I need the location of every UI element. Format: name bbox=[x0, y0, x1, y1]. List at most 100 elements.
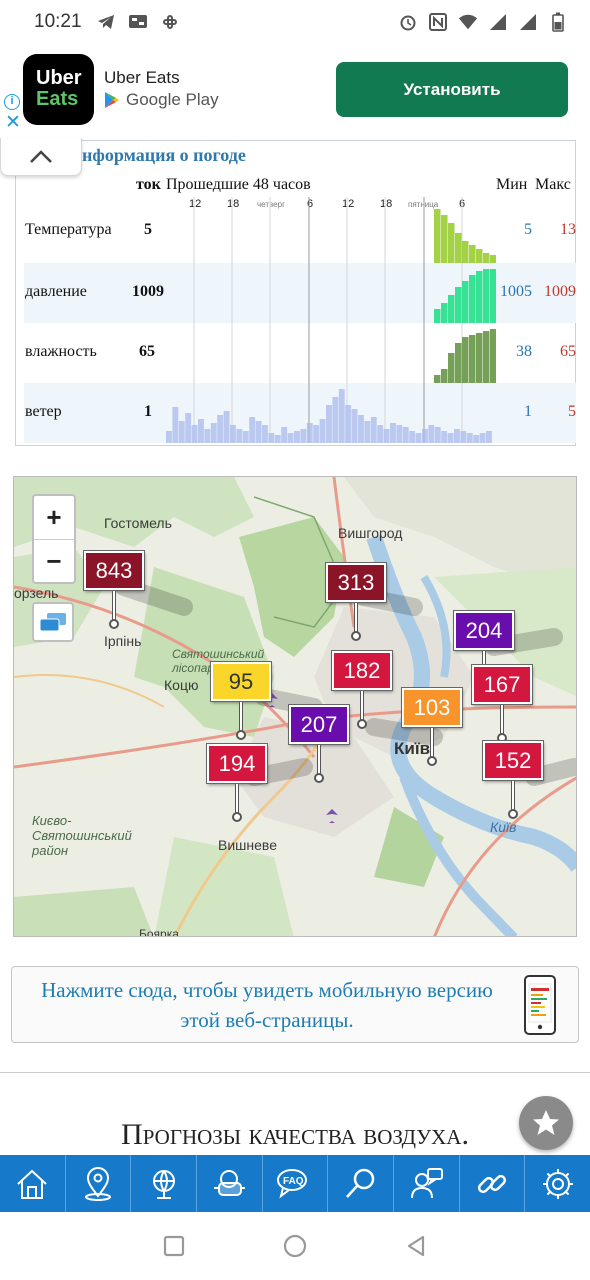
sparkline-bar bbox=[294, 431, 300, 443]
header-past: Прошедшие 48 часов bbox=[166, 176, 311, 193]
ad-close-icon[interactable]: ✕ bbox=[5, 112, 21, 133]
row-max: 5 bbox=[568, 403, 576, 420]
nav-mask[interactable] bbox=[197, 1155, 263, 1212]
sparkline-bar bbox=[441, 369, 448, 383]
time-tick: 18 bbox=[227, 198, 240, 210]
sparkline-bar bbox=[358, 415, 364, 443]
sparkline-bar bbox=[441, 303, 448, 323]
recents-icon[interactable] bbox=[162, 1234, 186, 1258]
home-circle-icon[interactable] bbox=[282, 1233, 308, 1259]
aqi-marker-value: 207 bbox=[288, 704, 350, 745]
sparkline-bar bbox=[469, 335, 476, 383]
nav-settings[interactable] bbox=[525, 1155, 590, 1212]
map-place-label: Вишневе bbox=[218, 837, 277, 853]
aqi-marker[interactable]: 207 bbox=[288, 704, 350, 783]
signal-icon bbox=[488, 13, 508, 31]
aqi-marker-value: 313 bbox=[325, 562, 387, 603]
header-max: Макс bbox=[535, 176, 571, 193]
sparkline-bar bbox=[198, 419, 204, 443]
collapse-ad-button[interactable] bbox=[0, 138, 82, 176]
aqi-marker[interactable]: 167 bbox=[471, 664, 533, 743]
link-icon bbox=[477, 1174, 507, 1193]
nav-home[interactable] bbox=[0, 1155, 66, 1212]
home-icon bbox=[17, 1169, 48, 1199]
aqi-marker[interactable]: 194 bbox=[206, 743, 268, 822]
location-pin-icon bbox=[85, 1166, 111, 1201]
nav-link[interactable] bbox=[460, 1155, 526, 1212]
status-time: 10:21 bbox=[34, 11, 82, 32]
nav-search[interactable] bbox=[328, 1155, 395, 1212]
header-min: Мин bbox=[496, 176, 528, 193]
map-place-label: Святошинський лісопарк bbox=[172, 647, 265, 675]
sparkline-bar bbox=[462, 241, 469, 263]
google-play-icon bbox=[105, 92, 119, 108]
favorite-button[interactable] bbox=[519, 1096, 573, 1150]
sparkline-bar bbox=[332, 397, 339, 443]
uber-eats-logo[interactable]: Uber Eats bbox=[23, 54, 94, 125]
sparkline-bar bbox=[300, 429, 307, 443]
sparkline-bar bbox=[447, 433, 454, 443]
row-max: 1009 bbox=[544, 283, 576, 300]
row-current: 5 bbox=[144, 221, 152, 238]
weather-row-humidity: влажность 65 38 65 bbox=[24, 323, 576, 383]
sparkline-bar bbox=[483, 269, 490, 323]
map-place-label: Гостомель bbox=[104, 515, 172, 531]
weather-sparklines bbox=[166, 197, 496, 443]
battery-icon bbox=[548, 12, 568, 32]
mobile-version-text[interactable]: Нажмите сюда, чтобы увидеть мобильную ве… bbox=[41, 978, 493, 1032]
sparkline-bar bbox=[262, 425, 268, 443]
aqi-marker-value: 167 bbox=[471, 664, 533, 705]
mobile-version-link[interactable]: Нажмите сюда, чтобы увидеть мобильную ве… bbox=[11, 966, 579, 1043]
sparkline-bar bbox=[249, 417, 256, 443]
row-current: 65 bbox=[139, 343, 155, 360]
aqi-marker[interactable]: 843 bbox=[83, 550, 145, 629]
aqi-marker-value: 194 bbox=[206, 743, 268, 784]
temperature-bars bbox=[434, 209, 496, 263]
aqi-marker[interactable]: 95 bbox=[210, 661, 272, 740]
nav-faq[interactable]: FAQ bbox=[263, 1155, 329, 1212]
sparkline-bar bbox=[490, 329, 496, 383]
nav-globe[interactable] bbox=[131, 1155, 198, 1212]
sparkline-bar bbox=[448, 295, 455, 323]
zoom-in-button[interactable]: + bbox=[46, 502, 62, 532]
wind-bars bbox=[166, 389, 492, 443]
sparkline-bar bbox=[434, 375, 441, 383]
aqi-marker[interactable]: 204 bbox=[453, 610, 515, 689]
layers-icon bbox=[39, 613, 66, 632]
sparkline-bar bbox=[409, 431, 416, 443]
aqi-marker[interactable]: 103 bbox=[401, 687, 463, 766]
pressure-bars bbox=[434, 269, 496, 323]
sparkline-bar bbox=[466, 433, 473, 443]
wifi-icon bbox=[458, 13, 478, 31]
aqi-marker[interactable]: 152 bbox=[482, 740, 544, 819]
ad-banner[interactable]: Uber Eats Uber Eats Google Play Установи… bbox=[0, 44, 590, 138]
map-place-label: Ірпінь bbox=[104, 633, 142, 649]
ad-info-icon[interactable]: i bbox=[4, 94, 20, 110]
sparkline-bar bbox=[434, 209, 441, 263]
sparkline-bar bbox=[434, 427, 441, 443]
nav-feedback[interactable] bbox=[394, 1155, 460, 1212]
layers-button[interactable] bbox=[32, 602, 74, 642]
install-button[interactable]: Установить bbox=[336, 62, 568, 117]
back-icon[interactable] bbox=[404, 1234, 428, 1258]
aqi-marker[interactable]: 182 bbox=[331, 650, 393, 729]
sparkline-bar bbox=[191, 425, 198, 443]
ad-app-name[interactable]: Uber Eats bbox=[104, 68, 180, 87]
settings-icon bbox=[542, 1168, 573, 1199]
bottom-nav: FAQ bbox=[0, 1155, 590, 1212]
sparkline-bar bbox=[490, 255, 496, 263]
sparkline-bar bbox=[462, 337, 469, 383]
aqi-map[interactable]: Гостомель Вишгород Ірпінь Коцю Святошинс… bbox=[13, 476, 577, 937]
sparkline-bar bbox=[455, 343, 462, 383]
row-name: ветер bbox=[25, 403, 62, 420]
row-name: Температура bbox=[25, 221, 112, 238]
google-play-badge: Google Play bbox=[104, 90, 219, 110]
map-place-label: Коцю bbox=[164, 677, 199, 693]
map-place-label: Боярка bbox=[139, 927, 179, 937]
map-place-label: Київ bbox=[394, 739, 431, 758]
nav-location[interactable] bbox=[66, 1155, 132, 1212]
zoom-out-button[interactable]: − bbox=[34, 539, 74, 582]
sparkline-bar bbox=[351, 409, 358, 443]
system-nav-bar bbox=[0, 1212, 590, 1280]
aqi-marker[interactable]: 313 bbox=[325, 562, 387, 641]
